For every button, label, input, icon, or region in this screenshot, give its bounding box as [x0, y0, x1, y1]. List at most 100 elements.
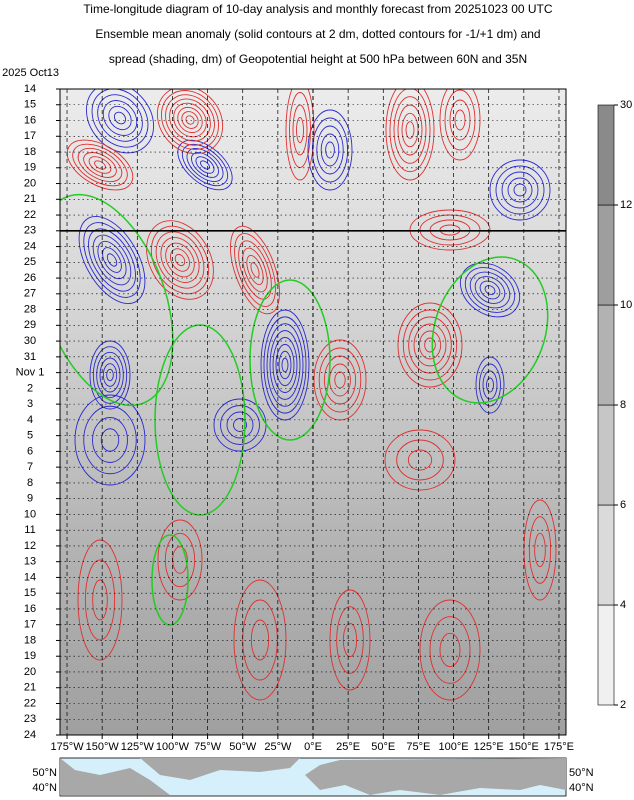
contour	[316, 125, 344, 175]
contour	[469, 271, 511, 309]
contour	[83, 152, 117, 178]
contour	[169, 98, 211, 142]
contour	[185, 115, 195, 125]
contour	[92, 346, 128, 404]
contour	[195, 156, 215, 174]
contour	[402, 309, 458, 381]
contour	[311, 117, 349, 183]
contour	[157, 519, 203, 601]
land	[140, 758, 300, 780]
colorbar-band	[597, 604, 615, 706]
contour	[74, 394, 146, 486]
contour	[389, 89, 431, 173]
y-tick-label: 21	[24, 193, 36, 205]
y-tick-label: 18	[24, 634, 36, 646]
y-tick-label: 24	[24, 729, 36, 741]
contour	[307, 109, 353, 191]
contour	[439, 632, 461, 668]
contour	[269, 330, 301, 400]
map-lat-label: 50°N	[569, 767, 594, 779]
y-tick-label: 20	[24, 666, 36, 678]
contour	[177, 139, 233, 191]
y-tick-label: 23	[24, 225, 36, 237]
contour	[449, 99, 471, 141]
contour	[396, 439, 444, 481]
contour	[393, 96, 427, 164]
y-tick-label: 19	[24, 650, 36, 662]
contour	[275, 343, 295, 387]
y-tick-label: 7	[27, 461, 33, 473]
contour	[200, 160, 210, 170]
contour	[486, 377, 494, 393]
contour	[233, 579, 287, 701]
contour	[429, 616, 471, 684]
y-tick-label: 21	[24, 682, 36, 694]
contour	[234, 233, 276, 307]
y-tick-label: 28	[24, 303, 36, 315]
contour	[78, 215, 146, 305]
y-tick-label: 18	[24, 146, 36, 158]
x-tick-label: 50°W	[229, 741, 257, 753]
zero-contour	[60, 193, 174, 407]
contour	[329, 363, 351, 397]
y-tick-label: 14	[24, 83, 36, 95]
contour	[266, 323, 304, 407]
contour	[99, 357, 121, 393]
contour	[177, 106, 203, 134]
x-tick-label: 175°W	[50, 741, 84, 753]
contour	[233, 418, 247, 432]
contour	[464, 267, 516, 313]
title-line: spread (shading, dm) of Geopotential hei…	[109, 52, 527, 66]
y-tick-label: 22	[24, 209, 36, 221]
contour	[419, 214, 481, 246]
contour	[84, 559, 116, 641]
contour	[92, 234, 132, 286]
contour	[325, 141, 335, 159]
contour	[250, 262, 260, 278]
contour	[106, 253, 118, 267]
x-tick-label: 125°W	[121, 741, 155, 753]
y-tick-label: 30	[24, 335, 36, 347]
contour	[429, 219, 471, 241]
contour	[92, 579, 108, 621]
contour	[419, 599, 481, 701]
land	[305, 758, 566, 795]
contour	[242, 247, 268, 293]
y-tick-label: 31	[24, 351, 36, 363]
contour	[479, 363, 501, 407]
contour	[92, 417, 128, 463]
contour	[479, 280, 501, 300]
contour	[102, 363, 118, 387]
contour	[150, 225, 210, 295]
contour	[230, 225, 280, 315]
contour	[161, 90, 219, 150]
contour	[342, 622, 358, 658]
y-tick-label: 24	[24, 240, 36, 252]
contour	[474, 276, 506, 304]
contour	[285, 89, 315, 181]
contour	[329, 589, 371, 691]
contour	[439, 224, 461, 236]
contour	[220, 405, 260, 445]
y-tick-label: 22	[24, 697, 36, 709]
y-tick-label: 17	[24, 130, 36, 142]
contour	[513, 183, 527, 197]
contour	[482, 370, 498, 400]
contour	[102, 247, 122, 273]
zero-contour	[431, 256, 549, 404]
contour	[164, 532, 196, 588]
map-lat-label: 50°N	[32, 767, 57, 779]
x-tick-label: 75°E	[406, 741, 430, 753]
x-tick-label: 150°E	[509, 741, 539, 753]
contour	[83, 405, 137, 475]
contour	[501, 171, 539, 209]
y-tick-label: 2	[27, 382, 33, 394]
colorbar-band	[597, 504, 615, 606]
colorbar: 2 4 6 8 10 12 30	[597, 99, 632, 711]
contour	[385, 89, 435, 181]
contour	[190, 152, 220, 178]
contour	[83, 222, 141, 298]
zero-contour	[249, 279, 331, 441]
contour	[397, 104, 423, 156]
y-tick-label: 17	[24, 619, 36, 631]
